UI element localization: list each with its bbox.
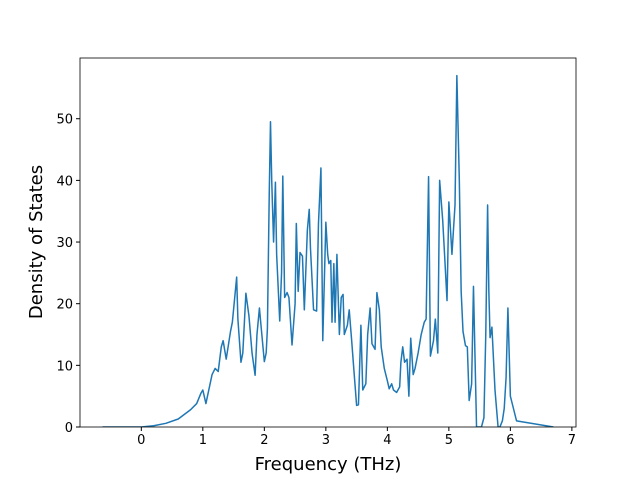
x-tick-label: 6 xyxy=(506,433,514,448)
x-tick-label: 7 xyxy=(568,433,576,448)
y-tick-label: 50 xyxy=(56,113,73,128)
x-tick-label: 3 xyxy=(322,433,330,448)
y-tick-label: 10 xyxy=(56,359,73,374)
x-tick-label: 2 xyxy=(260,433,268,448)
x-tick-label: 4 xyxy=(383,433,391,448)
y-tick-label: 0 xyxy=(65,421,73,436)
y-tick-label: 40 xyxy=(56,174,73,189)
y-axis-label: Density of States xyxy=(26,165,47,319)
y-tick-label: 20 xyxy=(56,298,73,313)
x-tick-label: 5 xyxy=(445,433,453,448)
x-axis-label: Frequency (THz) xyxy=(255,454,402,475)
x-tick-label: 0 xyxy=(137,433,145,448)
data-line xyxy=(102,74,554,427)
y-tick-label: 30 xyxy=(56,236,73,251)
plot-frame xyxy=(79,57,577,428)
x-tick-label: 1 xyxy=(199,433,207,448)
